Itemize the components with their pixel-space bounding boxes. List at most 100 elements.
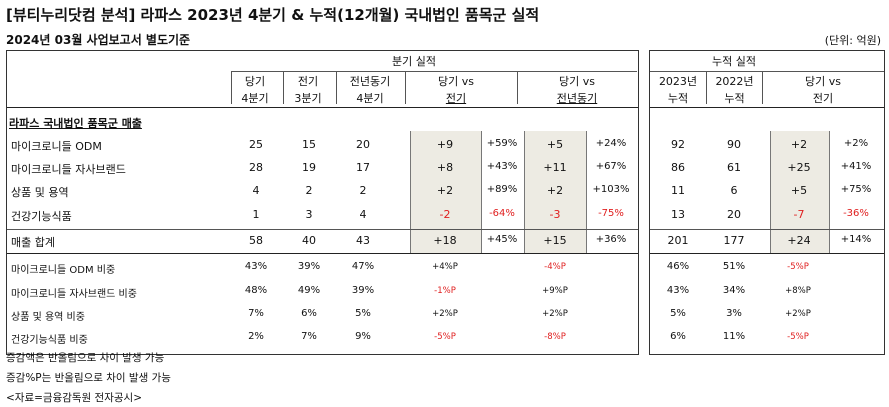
ratio-cell: 3% (726, 308, 742, 319)
group-header-cumulative: 누적 실적 (712, 55, 756, 68)
diff-cell: +25 (787, 161, 811, 174)
value-cell: 3 (305, 208, 313, 221)
pct-cell: -75% (598, 208, 624, 219)
ratio-cell: 47% (351, 261, 375, 272)
cumulative-cell: 177 (723, 234, 745, 247)
highlight-column (524, 229, 587, 253)
ratio-cell: 39% (297, 261, 321, 272)
report-title: [뷰티누리닷컴 분석] 라파스 2023년 4분기 & 누적(12개월) 국내법… (6, 6, 540, 24)
pct-cell: +59% (486, 138, 518, 149)
column-header: 당기 vs 전기 (805, 75, 841, 105)
value-cell: 15 (302, 138, 316, 151)
value-cell: 1 (252, 208, 260, 221)
ratio-diff: -4%P (544, 262, 566, 272)
column-header: 당기 vs 전년동기 (556, 75, 598, 105)
cumulative-cell: 13 (671, 208, 685, 221)
ratio-cell: 43% (666, 285, 690, 296)
column-header: 2023년 누적 (658, 75, 698, 105)
pct-cell: +89% (486, 184, 518, 195)
column-header: 당기 vs 전기 (438, 75, 474, 105)
ratio-diff: +2%P (542, 309, 568, 319)
diff-cell: +24 (787, 234, 811, 247)
diff-cell: +2 (436, 184, 454, 197)
cumulative-cell: 6 (730, 184, 738, 197)
row-label: 건강기능식품 (11, 210, 72, 223)
column-divider (231, 71, 232, 104)
value-cell: 40 (302, 234, 316, 247)
pct-cell: +43% (486, 161, 518, 172)
ratio-diff: -1%P (434, 286, 456, 296)
diff-cell: -3 (549, 208, 561, 221)
row-label: 상품 및 용역 (11, 186, 69, 199)
column-divider (336, 71, 337, 104)
ratio-cell: 5% (355, 308, 371, 319)
value-cell: 4 (252, 184, 260, 197)
cumulative-cell: 86 (671, 161, 685, 174)
column-header: 전기 3분기 (294, 75, 322, 105)
pct-cell: +36% (595, 234, 627, 245)
pct-cell: +45% (486, 234, 518, 245)
ratio-cell: 48% (244, 285, 268, 296)
column-divider (517, 71, 518, 104)
diff-cell: +2 (546, 184, 564, 197)
ratio-diff: +4%P (432, 262, 458, 272)
diff-cell: +5 (790, 184, 808, 197)
value-cell: 4 (359, 208, 367, 221)
ratio-diff: -5%P (434, 332, 456, 342)
pct-cell: +103% (592, 184, 630, 195)
ratio-cell: 5% (670, 308, 686, 319)
row-divider (7, 253, 638, 254)
diff-cell: +15 (543, 234, 567, 247)
cumulative-cell: 20 (727, 208, 741, 221)
value-cell: 19 (302, 161, 316, 174)
highlight-column (410, 131, 482, 233)
footnote: <자료=금융감독원 전자공시> (6, 392, 142, 404)
value-cell: 2 (359, 184, 367, 197)
unit-label: (단위: 억원) (824, 34, 881, 47)
ratio-cell: 11% (722, 331, 746, 342)
value-cell: 17 (356, 161, 370, 174)
ratio-cell: 7% (301, 331, 317, 342)
footnote: 증감%P는 반올림으로 차이 발생 가능 (6, 372, 171, 384)
highlight-column (524, 131, 587, 233)
ratio-cell: 46% (666, 261, 690, 272)
diff-cell: -7 (793, 208, 805, 221)
pct-cell: +14% (840, 234, 872, 245)
value-cell: 2 (305, 184, 313, 197)
ratio-diff: -5%P (787, 262, 809, 272)
row-label: 마이크로니들 ODM (11, 140, 102, 153)
column-divider (706, 71, 707, 104)
diff-cell: +8 (436, 161, 454, 174)
ratio-cell: 2% (248, 331, 264, 342)
cumulative-panel: 누적 실적 2023년 누적 2022년 누적 당기 vs 전기 92 90 +2 +2% 86 61 +… (649, 50, 885, 355)
ratio-cell: 49% (297, 285, 321, 296)
ratio-diff: +9%P (542, 286, 568, 296)
ratio-label: 상품 및 용역 비중 (11, 312, 85, 323)
ratio-diff: -8%P (544, 332, 566, 342)
quarterly-panel: 분기 실적 당기 4분기 전기 3분기 전년동기 4분기 당기 vs 전기 당기 vs 전년동기 라파… (6, 50, 639, 355)
pct-cell: +24% (595, 138, 627, 149)
ratio-cell: 39% (351, 285, 375, 296)
diff-cell: +2 (790, 138, 808, 151)
diff-cell: +18 (433, 234, 457, 247)
row-divider (7, 107, 638, 108)
diff-cell: +5 (546, 138, 564, 151)
ratio-cell: 7% (248, 308, 264, 319)
column-header: 당기 4분기 (241, 75, 269, 105)
highlight-column (770, 229, 830, 253)
column-divider (283, 71, 284, 104)
ratio-cell: 6% (301, 308, 317, 319)
row-divider (650, 229, 884, 230)
report-subtitle: 2024년 03월 사업보고서 별도기준 (6, 33, 191, 47)
cumulative-cell: 201 (667, 234, 689, 247)
ratio-cell: 9% (355, 331, 371, 342)
row-label: 매출 합계 (11, 236, 55, 249)
cumulative-cell: 90 (727, 138, 741, 151)
section-label: 라파스 국내법인 품목군 매출 (9, 117, 142, 130)
ratio-diff: +8%P (785, 286, 811, 296)
row-label: 마이크로니들 자사브랜드 (11, 163, 126, 176)
value-cell: 20 (356, 138, 370, 151)
value-cell: 43 (356, 234, 370, 247)
row-divider (650, 107, 884, 108)
ratio-diff: -5%P (787, 332, 809, 342)
